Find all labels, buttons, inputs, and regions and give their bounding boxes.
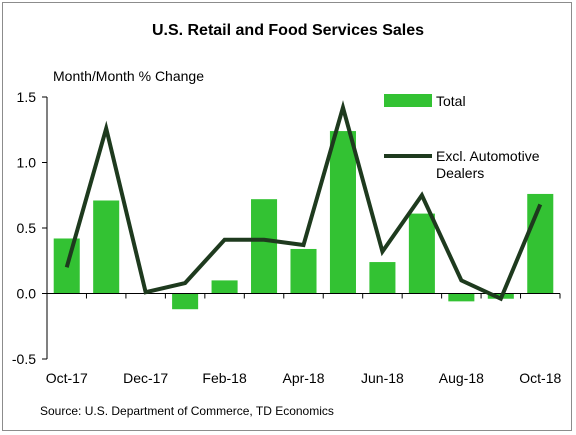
legend-label-total: Total (436, 93, 466, 109)
legend-label-excl-automotive: Excl. Automotive (436, 148, 540, 164)
bar-May-18 (329, 131, 356, 294)
x-tick-label: Oct-18 (519, 370, 561, 386)
y-tick-label: 0.5 (17, 220, 37, 236)
series-line-excl-automotive (64, 100, 543, 302)
x-tick-label: Jun-18 (361, 370, 404, 386)
bar-Jan-18 (172, 293, 199, 310)
x-tick-label: Aug-18 (439, 370, 484, 386)
bar-Feb-18 (211, 280, 238, 294)
x-tick-label: Oct-17 (46, 370, 88, 386)
y-tick-label: 1.5 (17, 89, 37, 105)
y-tick-label: -0.5 (12, 351, 36, 367)
bar-Nov-17 (93, 200, 120, 294)
bar-Jun-18 (369, 262, 396, 294)
source-note: Source: U.S. Department of Commerce, TD … (40, 404, 334, 418)
bar-Mar-18 (251, 199, 278, 294)
x-tick-label: Feb-18 (202, 370, 247, 386)
legend-label-excl-automotive: Dealers (436, 165, 484, 181)
x-tick-label: Apr-18 (282, 370, 324, 386)
y-tick-label: 0.0 (17, 286, 37, 302)
y-tick-label: 1.0 (17, 155, 37, 171)
bar-Apr-18 (290, 248, 317, 294)
bar-Oct-18 (527, 193, 554, 294)
legend-swatch-total (384, 94, 432, 107)
chart-title: U.S. Retail and Food Services Sales (151, 22, 425, 39)
bar-Jul-18 (408, 213, 435, 294)
y-axis-label: Month/Month % Change (53, 68, 204, 84)
bar-Aug-18 (448, 293, 475, 302)
x-tick-label: Dec-17 (123, 370, 168, 386)
